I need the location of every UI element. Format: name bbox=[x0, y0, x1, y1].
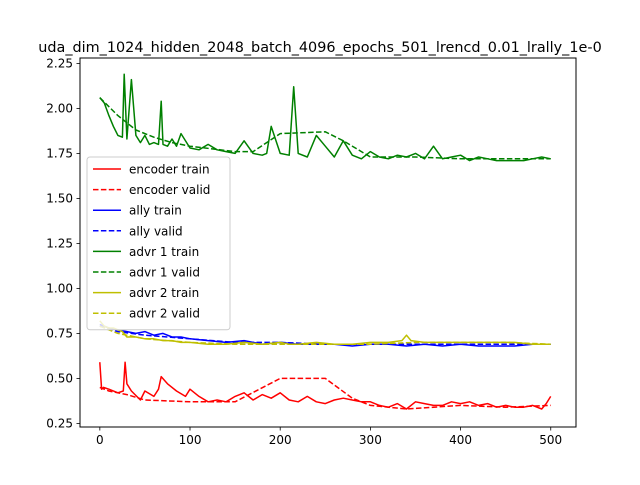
y-tick-label: 2.00 bbox=[46, 101, 73, 115]
y-tick-label: 0.25 bbox=[46, 416, 73, 430]
series-line-advr-1-valid bbox=[99, 97, 551, 160]
y-tick-label: 1.25 bbox=[46, 236, 73, 250]
x-axis: 0 100 200 300 400 500 bbox=[96, 427, 562, 447]
x-tick-label: 0 bbox=[96, 433, 104, 447]
y-axis: 0.25 0.50 0.75 1.00 1.25 1.50 1.75 2.00 2.25 bbox=[46, 56, 80, 430]
legend-label: advr 1 valid bbox=[129, 266, 200, 280]
plot-frame bbox=[79, 57, 577, 428]
x-tick-label: 300 bbox=[359, 433, 382, 447]
series-line-advr-1-train bbox=[99, 73, 551, 162]
y-tick-label: 2.25 bbox=[46, 56, 73, 70]
legend-label: ally train bbox=[129, 204, 182, 218]
x-tick-label: 400 bbox=[449, 433, 472, 447]
legend-label: advr 2 valid bbox=[129, 307, 200, 321]
y-tick-label: 1.00 bbox=[46, 281, 73, 295]
series-line-ally-valid bbox=[99, 325, 551, 345]
series-line-advr-2-valid bbox=[99, 325, 551, 345]
y-tick-label: 0.50 bbox=[46, 371, 73, 385]
x-tick-label: 100 bbox=[179, 433, 202, 447]
legend-box bbox=[86, 156, 231, 331]
y-tick-label: 0.75 bbox=[46, 326, 73, 340]
x-tick-label: 200 bbox=[269, 433, 292, 447]
y-tick-label: 1.75 bbox=[46, 146, 73, 160]
series-lines bbox=[99, 73, 552, 410]
chart-title: uda_dim_1024_hidden_2048_batch_4096_epoc… bbox=[38, 40, 601, 56]
x-tick-label: 500 bbox=[539, 433, 562, 447]
legend-label: advr 1 train bbox=[129, 245, 199, 259]
y-tick-label: 1.50 bbox=[46, 191, 73, 205]
series-line-encoder-valid bbox=[99, 377, 551, 410]
legend-label: encoder valid bbox=[129, 183, 210, 197]
legend-label: encoder train bbox=[129, 163, 210, 177]
legend: encoder train encoder valid ally train ally… bbox=[86, 156, 231, 331]
legend-label: ally valid bbox=[129, 224, 183, 238]
legend-label: advr 2 train bbox=[129, 286, 199, 300]
series-line-encoder-train bbox=[99, 361, 552, 410]
